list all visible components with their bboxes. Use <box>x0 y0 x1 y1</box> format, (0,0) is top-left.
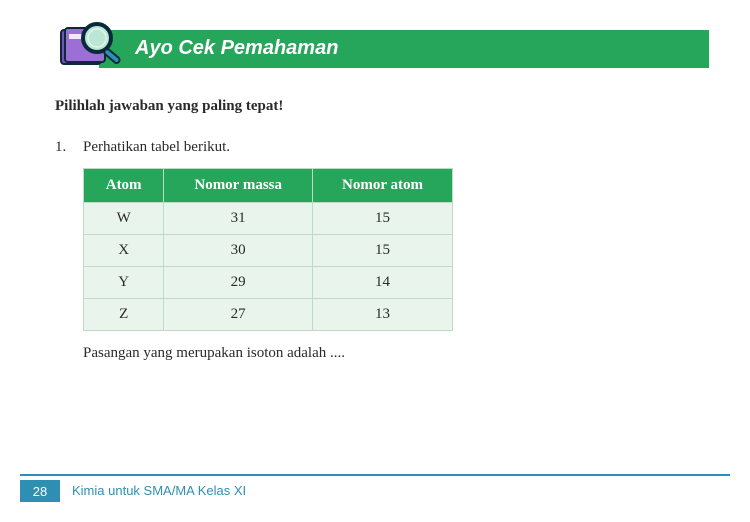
col-atom: Atom <box>84 169 164 203</box>
cell: 29 <box>164 267 313 299</box>
instruction-text: Pilihlah jawaban yang paling tepat! <box>55 98 750 115</box>
book-magnifier-icon <box>55 18 127 74</box>
footer-rule <box>20 474 730 476</box>
table-row: Y 29 14 <box>84 267 453 299</box>
question-1: 1. Perhatikan tabel berikut. Atom Nomor … <box>55 139 675 362</box>
cell: 30 <box>164 235 313 267</box>
table-header-row: Atom Nomor massa Nomor atom <box>84 169 453 203</box>
table-row: W 31 15 <box>84 203 453 235</box>
page-number-badge: 28 <box>20 480 60 502</box>
cell: 27 <box>164 299 313 331</box>
table-row: Z 27 13 <box>84 299 453 331</box>
cell: 14 <box>313 267 453 299</box>
question-prompt: Perhatikan tabel berikut. <box>83 139 230 156</box>
footer-book-title: Kimia untuk SMA/MA Kelas XI <box>72 483 246 498</box>
cell: 15 <box>313 203 453 235</box>
cell: Y <box>84 267 164 299</box>
question-followup: Pasangan yang merupakan isoton adalah ..… <box>83 345 675 362</box>
cell: 31 <box>164 203 313 235</box>
atom-table: Atom Nomor massa Nomor atom W 31 15 X 30… <box>83 168 453 331</box>
cell: Z <box>84 299 164 331</box>
col-nomor-massa: Nomor massa <box>164 169 313 203</box>
cell: X <box>84 235 164 267</box>
banner-underline <box>99 66 709 68</box>
cell: 15 <box>313 235 453 267</box>
table-row: X 30 15 <box>84 235 453 267</box>
cell: W <box>84 203 164 235</box>
question-number: 1. <box>55 139 83 156</box>
cell: 13 <box>313 299 453 331</box>
banner-title: Ayo Cek Pemahaman <box>135 37 338 60</box>
col-nomor-atom: Nomor atom <box>313 169 453 203</box>
banner-background: Ayo Cek Pemahaman <box>99 30 709 66</box>
section-banner: Ayo Cek Pemahaman <box>55 22 750 72</box>
